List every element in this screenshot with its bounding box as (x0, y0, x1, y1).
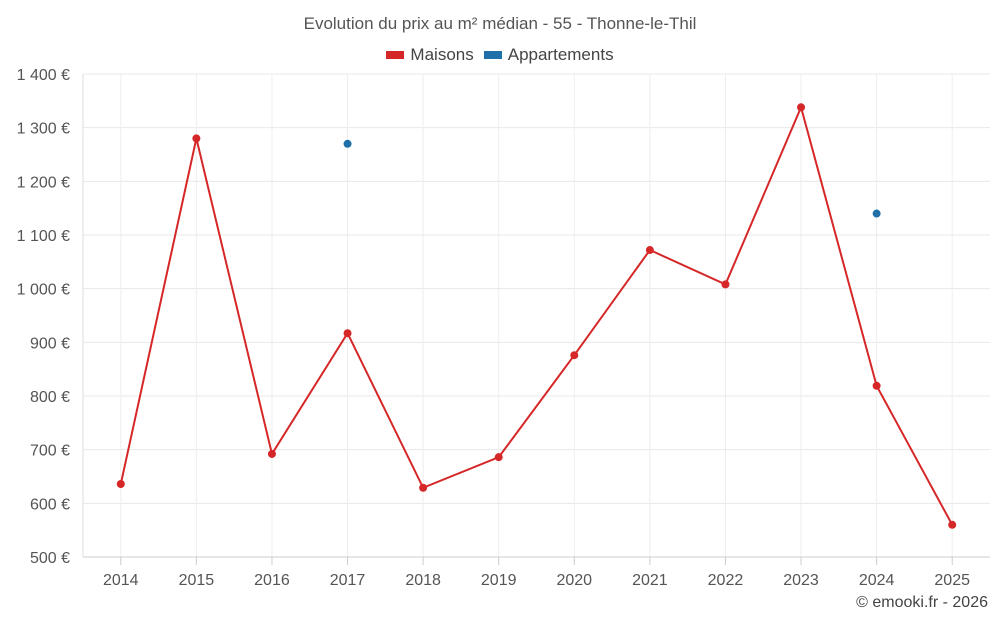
legend-swatch-maisons (386, 51, 405, 59)
y-tick-label: 1 400 € (17, 67, 70, 84)
data-point-maisons (645, 246, 654, 255)
x-tick-label: 2014 (103, 572, 139, 589)
data-point-maisons (267, 449, 276, 458)
data-point-maisons (419, 483, 428, 492)
x-tick-label: 2022 (708, 572, 744, 589)
data-point-maisons (116, 480, 125, 489)
x-tick-label: 2021 (632, 572, 668, 589)
data-point-maisons (192, 134, 201, 143)
x-tick-label: 2016 (254, 572, 290, 589)
x-tick-label: 2015 (179, 572, 215, 589)
data-point-maisons (494, 453, 503, 462)
y-tick-label: 1 000 € (17, 282, 70, 299)
legend: Maisons Appartements (0, 45, 1000, 65)
y-tick-label: 1 100 € (17, 228, 70, 245)
data-point-maisons (570, 351, 579, 360)
y-tick-label: 1 300 € (17, 121, 70, 138)
x-tick-label: 2019 (481, 572, 517, 589)
legend-swatch-appartements (483, 51, 502, 59)
y-tick-label: 700 € (30, 443, 70, 460)
legend-item-maisons[interactable]: Maisons (386, 45, 474, 65)
x-tick-label: 2023 (783, 572, 819, 589)
copyright-text: © emooki.fr - 2026 (856, 594, 988, 611)
y-tick-label: 500 € (30, 550, 70, 567)
y-tick-label: 900 € (30, 335, 70, 352)
legend-item-appartements[interactable]: Appartements (483, 45, 614, 65)
data-point-maisons (343, 329, 352, 338)
series-line-maisons (119, 104, 954, 526)
legend-label-appartements: Appartements (507, 45, 614, 64)
data-point-maisons (872, 381, 881, 390)
x-tick-label: 2018 (405, 572, 441, 589)
data-point-appartements (872, 209, 881, 218)
data-point-maisons (948, 520, 957, 529)
y-tick-label: 600 € (30, 496, 70, 513)
data-point-maisons (721, 280, 730, 289)
chart-title: Evolution du prix au m² médian - 55 - Th… (303, 14, 697, 33)
data-point-appartements (343, 139, 352, 148)
x-tick-label: 2017 (330, 572, 366, 589)
y-tick-label: 1 200 € (17, 174, 70, 191)
legend-label-maisons: Maisons (410, 45, 474, 64)
data-point-maisons (797, 103, 806, 112)
x-tick-label: 2025 (934, 572, 970, 589)
x-tick-label: 2024 (859, 572, 895, 589)
x-tick-label: 2020 (556, 572, 592, 589)
y-tick-label: 800 € (30, 389, 70, 406)
